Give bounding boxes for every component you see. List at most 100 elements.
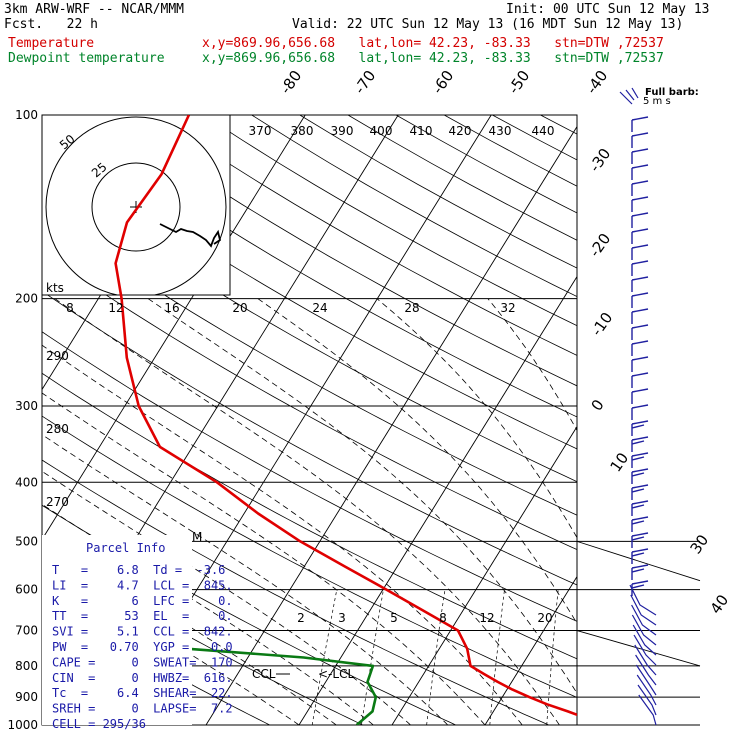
- wind-barb-flag: [631, 132, 649, 137]
- isotherm-line: [205, 125, 577, 725]
- dry-adiabat: [251, 115, 577, 298]
- isotherm-line: [578, 115, 740, 725]
- mixing-ratio-label: 8: [439, 611, 447, 625]
- wind-barb: [630, 594, 657, 626]
- wind-barb: [629, 584, 657, 616]
- wind-barb-flag: [631, 584, 645, 589]
- wind-barb-flag: [631, 548, 649, 553]
- wind-speed-label: 28: [404, 301, 419, 315]
- dry-adiabat: [637, 115, 740, 725]
- hodograph-unit: kts: [46, 281, 64, 295]
- pressure-label: 300: [15, 399, 38, 413]
- isotherm-label: 30: [687, 531, 713, 557]
- pressure-label: 200: [15, 292, 38, 306]
- wind-barb-flag: [631, 532, 649, 537]
- wind-barb-flag: [631, 260, 649, 265]
- pressure-label: 500: [15, 534, 38, 548]
- moist-adiabat: [42, 533, 337, 725]
- wind-barb-flag: [631, 228, 649, 233]
- hodograph-ring: [91, 162, 181, 252]
- dry-adiabat: [58, 115, 577, 418]
- parcel-info-row: CAPE = 0 SWEAT= 170: [52, 655, 233, 669]
- wind-barb-flag: [631, 520, 645, 525]
- wind-barb-flag: [631, 180, 649, 185]
- wind-barb-flag: [631, 388, 649, 393]
- wind-barb: [632, 624, 657, 656]
- isotherm-label: -50: [505, 67, 534, 97]
- isotherm-label: -40: [583, 67, 612, 97]
- theta-label: 280: [46, 422, 69, 436]
- theta-label: 270: [46, 495, 69, 509]
- wind-barb-flag: [631, 292, 649, 297]
- wind-speed-label: 20: [232, 301, 247, 315]
- parcel-info-title: Parcel Info: [86, 541, 165, 555]
- wind-barb-flag: [631, 164, 649, 169]
- parcel-info-row: K = 6 LFC = 0.: [52, 594, 233, 608]
- dry-adiabat: [155, 115, 577, 356]
- mixing-ratio-line: [311, 589, 338, 725]
- forecast-hour: Fcst. 22 h: [4, 17, 98, 32]
- isotherm-line: [484, 575, 577, 725]
- wind-barb-flag: [631, 244, 649, 249]
- wind-speed-label: 32: [500, 301, 515, 315]
- wind-speed-label: 16: [164, 301, 179, 315]
- dry-adiabat: [540, 115, 577, 135]
- mixing-ratio-line: [622, 590, 629, 725]
- wind-barb: [638, 694, 657, 726]
- temperature-legend: Temperature: [8, 36, 95, 51]
- dry-adiabat: [107, 115, 577, 387]
- mixing-ratio-label: 20: [537, 611, 552, 625]
- wind-speed-label: 12: [108, 301, 123, 315]
- wind-barb-flag: [631, 116, 649, 121]
- wind-barb: [634, 644, 657, 676]
- wind-barb: [631, 614, 657, 646]
- dry-adiabat: [42, 174, 577, 483]
- isotherm-label: -60: [429, 67, 458, 97]
- temperature-location: x,y=869.96,656.68 lat,lon= 42.23, -83.33…: [202, 36, 664, 51]
- wind-barb-flag: [631, 440, 645, 445]
- dry-adiabat: [42, 212, 577, 516]
- wind-barb-flag: [631, 424, 645, 429]
- ccl-label: CCL: [252, 667, 276, 681]
- isotherm-line: [391, 425, 577, 725]
- parcel-info-background: [42, 535, 192, 725]
- dry-adiabat: [589, 115, 740, 725]
- dry-adiabat: [492, 115, 577, 161]
- pressure-label: 100: [15, 108, 38, 122]
- dry-adiabat: [685, 115, 740, 725]
- wind-barb: [635, 654, 657, 686]
- moist-adiabat: [376, 298, 577, 539]
- dewpoint-legend: Dewpoint temperature: [8, 51, 165, 66]
- dry-adiabat: [347, 115, 577, 241]
- pressure-label: 700: [15, 624, 38, 638]
- wind-barb-flag: [631, 436, 649, 441]
- isotherm-label: 10: [607, 449, 633, 475]
- dry-adiabat: [733, 115, 740, 725]
- sounding-profiles: [42, 115, 577, 725]
- wind-barb-flag: [631, 488, 645, 493]
- moist-adiabat: [42, 503, 374, 725]
- wind-speed-label: 8: [66, 301, 74, 315]
- wind-barb-flag: [631, 276, 649, 281]
- dewpoint-profile: [42, 600, 378, 725]
- dry-adiabat: [203, 115, 577, 327]
- theta-label: 390: [331, 124, 354, 138]
- wind-barb-flag: [631, 340, 649, 345]
- wind-barb-flag: [631, 568, 645, 573]
- theta-label: 440: [532, 124, 555, 138]
- parcel-info-row: PW = 0.70 YGP = 0.0: [52, 640, 233, 654]
- wind-barb: [631, 604, 657, 636]
- parcel-info-row: SREH = 0 LAPSE= 7.2: [52, 702, 233, 716]
- theta-label: 290: [46, 349, 69, 363]
- dry-adiabat: [42, 372, 577, 660]
- wind-barb-flag: [631, 564, 649, 569]
- wind-barb: [636, 674, 657, 706]
- wind-barb-flag: [631, 468, 649, 473]
- pressure-label: 600: [15, 583, 38, 597]
- barb-legend-value: 5 m s: [643, 96, 671, 107]
- hodograph-trace: [159, 223, 222, 248]
- wind-barb: [635, 664, 657, 696]
- isotherm-label: 40: [707, 591, 733, 617]
